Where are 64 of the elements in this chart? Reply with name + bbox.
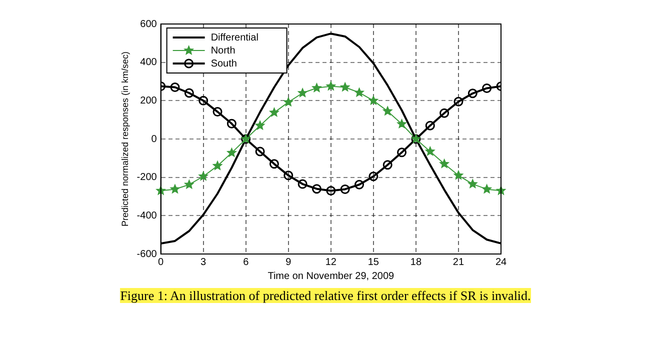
y-tick-label: -400 xyxy=(136,210,158,222)
y-axis-title: Predicted normalized responses (in km/sec) xyxy=(120,51,130,227)
point xyxy=(354,180,364,190)
x-tick-label: 3 xyxy=(200,256,207,268)
x-tick-label: 9 xyxy=(286,256,292,268)
y-tick-label: -600 xyxy=(136,248,158,260)
x-tick-label: 6 xyxy=(243,256,250,268)
point xyxy=(368,172,378,182)
point xyxy=(226,118,236,128)
point xyxy=(227,148,236,157)
point xyxy=(482,83,492,93)
point xyxy=(212,107,222,117)
point xyxy=(340,184,350,194)
point xyxy=(170,82,180,92)
x-tick-label: 21 xyxy=(452,256,464,268)
x-tick-label: 18 xyxy=(410,256,422,268)
point xyxy=(382,160,392,170)
y-tick-label: 600 xyxy=(140,18,158,30)
point xyxy=(326,186,336,196)
point xyxy=(425,120,435,130)
point xyxy=(184,180,194,189)
x-axis-title: Time on November 29, 2009 xyxy=(268,270,395,282)
point xyxy=(440,159,449,168)
point xyxy=(425,146,435,156)
point xyxy=(440,108,450,118)
x-tick-label: 24 xyxy=(495,256,507,268)
point xyxy=(482,184,492,194)
point xyxy=(170,184,180,194)
point xyxy=(269,159,279,169)
point xyxy=(255,146,265,156)
point xyxy=(270,108,279,117)
point xyxy=(468,179,478,188)
x-tick-label: 0 xyxy=(158,256,164,268)
point xyxy=(198,96,208,106)
point xyxy=(354,88,364,97)
point xyxy=(312,184,322,194)
y-tick-label: 0 xyxy=(151,134,158,145)
point xyxy=(298,179,308,189)
point xyxy=(326,81,336,90)
point xyxy=(255,120,265,130)
legend-label: North xyxy=(210,45,236,56)
point xyxy=(382,106,392,116)
point xyxy=(397,148,407,158)
legend-label: Differential xyxy=(210,32,258,44)
point xyxy=(368,96,378,105)
legend-label: South xyxy=(210,58,237,70)
point xyxy=(212,160,222,170)
point xyxy=(340,82,350,92)
caption: Figure 1: An illustration of predicted relative first order effects if SR is invalid. xyxy=(120,288,531,303)
x-tick-label: 12 xyxy=(325,256,337,268)
x-tick-label: 15 xyxy=(368,256,380,268)
y-tick-label: 200 xyxy=(140,95,158,106)
point xyxy=(312,83,322,92)
y-tick-label: 400 xyxy=(140,57,158,68)
point xyxy=(397,119,406,128)
point xyxy=(468,88,478,98)
y-tick-label: -200 xyxy=(136,172,158,184)
point xyxy=(198,171,208,180)
point xyxy=(284,97,294,106)
point xyxy=(454,170,464,180)
point xyxy=(454,96,464,106)
point xyxy=(284,170,294,180)
point xyxy=(298,88,308,98)
point xyxy=(184,88,194,98)
